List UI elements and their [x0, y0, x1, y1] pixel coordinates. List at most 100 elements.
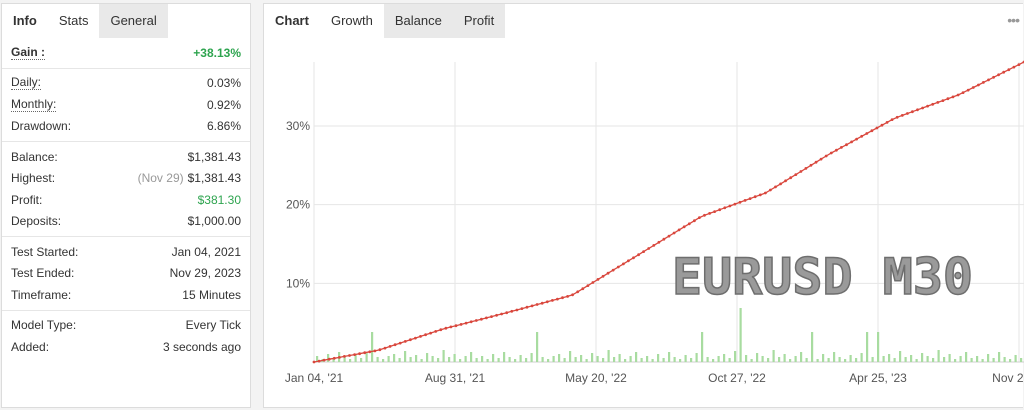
growth-point: [545, 300, 549, 304]
growth-point: [916, 108, 919, 112]
volume-bar: [910, 355, 913, 362]
volume-bar: [783, 354, 786, 362]
volume-bar: [717, 356, 720, 362]
volume-bar: [673, 357, 676, 362]
growth-point: [439, 328, 443, 332]
tab-chart[interactable]: Chart: [264, 4, 320, 38]
volume-bar: [948, 354, 951, 362]
volume-bar: [833, 352, 836, 362]
volume-bar: [442, 350, 445, 362]
volume-bar: [789, 359, 792, 362]
growth-point: [454, 324, 458, 328]
tab-profit[interactable]: Profit: [452, 4, 506, 38]
volume-bar: [767, 358, 770, 362]
volume-bar: [668, 352, 671, 362]
volume-bar: [712, 359, 715, 362]
stat-value: +38.13%: [193, 45, 241, 60]
stat-model-type: Model Type: Every Tick: [2, 315, 250, 337]
growth-point: [393, 343, 397, 347]
stat-label[interactable]: Daily:: [11, 75, 42, 91]
volume-bar: [662, 358, 665, 362]
growth-point: [332, 356, 336, 360]
volume-bar: [371, 332, 374, 362]
chart-tabs: Chart Growth Balance Profit: [264, 4, 506, 38]
volume-bar: [459, 359, 462, 362]
growth-point: [728, 204, 732, 208]
stats-panel: Info Stats General Gain : +38.13% Daily:…: [1, 3, 251, 408]
volume-bars: [316, 308, 1023, 362]
stats-list: Gain : +38.13% Daily: 0.03% Monthly: 0.9…: [2, 42, 250, 358]
tab-stats[interactable]: Stats: [47, 4, 100, 38]
volume-bar: [1009, 359, 1012, 362]
tab-balance[interactable]: Balance: [383, 4, 453, 38]
growth-point: [885, 121, 889, 124]
growth-point: [490, 315, 493, 318]
volume-bar: [387, 356, 390, 362]
stat-value: 15 Minutes: [182, 287, 241, 302]
stat-note: (Nov 29): [137, 171, 184, 186]
volume-bar: [706, 357, 709, 362]
volume-bar: [981, 359, 984, 362]
stat-value: $381.30: [197, 192, 241, 207]
growth-point: [769, 188, 772, 192]
volume-bar: [486, 359, 489, 362]
volume-bar: [393, 354, 396, 362]
growth-point: [789, 176, 793, 180]
growth-point: [611, 268, 615, 272]
volume-bar: [426, 353, 429, 362]
volume-bar: [976, 356, 979, 362]
stat-value: (Nov 29) $1,381.43: [138, 171, 241, 185]
stat-label[interactable]: Monthly:: [11, 96, 57, 112]
growth-point: [703, 213, 706, 217]
volume-bar: [871, 357, 874, 362]
stat-value: Nov 29, 2023: [169, 266, 241, 281]
tab-growth[interactable]: Growth: [319, 4, 384, 38]
volume-bar: [431, 356, 434, 362]
volume-bar: [618, 354, 621, 362]
volume-bar: [987, 354, 990, 362]
volume-bar: [602, 358, 605, 362]
stat-gain: Gain : +38.13%: [2, 42, 250, 64]
growth-point: [322, 358, 326, 362]
growth-point: [535, 303, 539, 306]
divider: [2, 141, 250, 142]
x-tick-label: Apr 25, '23: [849, 371, 907, 385]
volume-bar: [970, 358, 973, 362]
stat-added: Added: 3 seconds ago: [2, 336, 250, 358]
growth-point: [474, 319, 478, 322]
volume-bar: [497, 358, 500, 362]
growth-point: [464, 321, 468, 325]
tab-general[interactable]: General: [99, 4, 168, 38]
growth-point: [662, 237, 666, 241]
volume-bar: [541, 357, 544, 362]
volume-bar: [838, 357, 841, 362]
stat-label[interactable]: Gain :: [11, 44, 46, 60]
volume-bar: [992, 358, 995, 362]
volume-bar: [365, 353, 368, 362]
volume-bar: [679, 359, 682, 362]
growth-point: [312, 360, 316, 364]
growth-point: [713, 210, 716, 214]
more-dots-icon[interactable]: •••: [1007, 12, 1020, 28]
stat-drawdown: Drawdown: 6.86%: [2, 116, 250, 138]
growth-point: [687, 222, 691, 226]
growth-point: [576, 290, 580, 294]
stat-value-text: $1,381.43: [187, 171, 241, 186]
volume-bar: [613, 357, 616, 362]
growth-point: [409, 338, 412, 342]
volume-bar: [651, 359, 654, 362]
growth-point: [414, 336, 417, 340]
growth-point: [358, 352, 361, 356]
volume-bar: [596, 356, 599, 362]
growth-point: [855, 137, 858, 141]
growth-point: [875, 126, 879, 130]
growth-point: [936, 101, 940, 104]
x-tick-label: May 20, '22: [565, 371, 627, 385]
growth-point: [870, 129, 874, 133]
volume-bar: [932, 358, 935, 362]
stat-label: Test Started:: [11, 244, 79, 259]
tab-info[interactable]: Info: [2, 4, 48, 38]
growth-point: [982, 81, 985, 84]
stat-label: Timeframe:: [11, 287, 72, 302]
growth-point: [556, 297, 559, 301]
